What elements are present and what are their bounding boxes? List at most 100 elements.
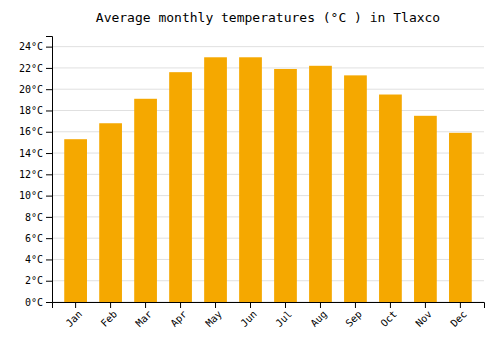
y-tick-mark	[46, 196, 52, 197]
y-axis-line	[46, 37, 53, 303]
x-tick-mark	[460, 302, 461, 308]
y-tick-mark	[46, 174, 52, 175]
bar	[169, 72, 192, 302]
x-tick-mark	[425, 302, 426, 308]
y-tick-label: 22°C	[19, 63, 43, 74]
y-tick: 10°C	[19, 190, 52, 201]
grid-line	[52, 89, 484, 90]
y-tick: 20°C	[19, 84, 52, 95]
bar	[449, 133, 472, 302]
grid-line	[52, 110, 484, 111]
y-tick-mark	[46, 47, 52, 48]
y-tick-label: 14°C	[19, 148, 43, 159]
x-tick-label: Jun	[238, 308, 259, 329]
y-tick-mark	[46, 238, 52, 239]
x-tick-mark	[145, 302, 146, 308]
x-tick-label: Apr	[168, 308, 189, 329]
y-tick-mark	[46, 68, 52, 69]
x-tick-label: Feb	[99, 308, 120, 329]
y-tick-mark	[46, 153, 52, 154]
bar	[379, 95, 402, 302]
bar	[414, 116, 437, 302]
y-tick: 22°C	[19, 63, 52, 74]
x-tick: Jun	[238, 302, 259, 329]
title: Average monthly temperatures (°C ) in Tl…	[96, 10, 440, 25]
x-tick: Jan	[64, 302, 85, 329]
x-tick-mark	[250, 302, 251, 308]
y-tick-mark	[46, 89, 52, 90]
bar	[134, 99, 157, 302]
x-tick-mark	[355, 302, 356, 308]
y-tick: 14°C	[19, 148, 52, 159]
x-tick: Sep	[343, 302, 364, 329]
x-tick: Aug	[308, 302, 329, 329]
y-tick: 18°C	[19, 105, 52, 116]
plot: 0°C 2°C 4°C 6°C 8°C 10°C 12°C 14°C 16°C 18°C 20°C 2…	[19, 37, 485, 329]
bar	[274, 69, 297, 302]
y-tick-label: 16°C	[19, 126, 43, 137]
x-tick-label: Mar	[134, 308, 155, 329]
x-tick: Mar	[134, 302, 155, 329]
x-tick-mark	[285, 302, 286, 308]
x-tick-label: Jan	[64, 308, 85, 329]
x-tick: Nov	[413, 302, 434, 329]
y-tick-label: 20°C	[19, 84, 43, 95]
y-tick: 0°C	[25, 297, 52, 308]
grid	[52, 47, 484, 302]
x-tick-mark	[215, 302, 216, 308]
y-tick-label: 18°C	[19, 105, 43, 116]
chart: 0°C 2°C 4°C 6°C 8°C 10°C 12°C 14°C 16°C 18°C 20°C 2…	[0, 0, 500, 350]
y-tick-mark	[46, 110, 52, 111]
y-tick: 2°C	[25, 275, 52, 286]
x-tick-label: Dec	[448, 308, 469, 329]
y-tick-mark	[46, 217, 52, 218]
bar	[344, 75, 367, 302]
y-tick-label: 10°C	[19, 190, 43, 201]
x-tick-label: May	[203, 308, 224, 329]
x-tick-label: Oct	[378, 308, 399, 329]
x-tick: Feb	[99, 302, 120, 329]
y-tick-label: 24°C	[19, 41, 43, 52]
bar	[239, 57, 262, 302]
x-tick-mark	[320, 302, 321, 308]
x-axis-line	[53, 303, 485, 309]
x-tick: Dec	[448, 302, 469, 329]
x-tick-mark	[110, 302, 111, 308]
x-tick-mark	[180, 302, 181, 308]
bar	[309, 66, 332, 302]
bar	[204, 57, 227, 302]
x-tick-label: Aug	[308, 308, 329, 329]
x-tick: Oct	[378, 302, 399, 329]
bar	[99, 123, 122, 302]
y-axis: 0°C 2°C 4°C 6°C 8°C 10°C 12°C 14°C 16°C 18°C 20°C 2…	[19, 37, 53, 308]
y-tick-label: 6°C	[25, 233, 43, 244]
x-tick: Jul	[273, 302, 294, 329]
x-tick-label: Nov	[413, 308, 434, 329]
x-axis: Jan Feb Mar Apr May Jun Jul Aug Sep Oct Nov Dec	[53, 302, 485, 329]
y-tick-label: 4°C	[25, 254, 43, 265]
y-tick-mark	[46, 132, 52, 133]
bar	[64, 139, 87, 302]
y-tick-mark	[46, 281, 52, 282]
grid-line	[52, 67, 484, 68]
x-tick: Apr	[168, 302, 189, 329]
x-tick-mark	[390, 302, 391, 308]
y-tick-mark	[46, 302, 52, 303]
y-tick: 16°C	[19, 126, 52, 137]
bars	[64, 57, 472, 302]
y-tick: 4°C	[25, 254, 52, 265]
y-tick-label: 12°C	[19, 169, 43, 180]
grid-line	[52, 46, 484, 47]
y-tick: 24°C	[19, 41, 52, 52]
y-tick: 12°C	[19, 169, 52, 180]
y-tick: 8°C	[25, 212, 52, 223]
x-tick-mark	[75, 302, 76, 308]
x-tick-label: Jul	[273, 308, 294, 329]
y-tick-label: 0°C	[25, 297, 43, 308]
y-tick-mark	[46, 259, 52, 260]
y-tick-label: 8°C	[25, 212, 43, 223]
y-tick-label: 2°C	[25, 275, 43, 286]
x-tick: May	[203, 302, 224, 329]
x-tick-label: Sep	[343, 308, 364, 329]
y-tick: 6°C	[25, 233, 52, 244]
